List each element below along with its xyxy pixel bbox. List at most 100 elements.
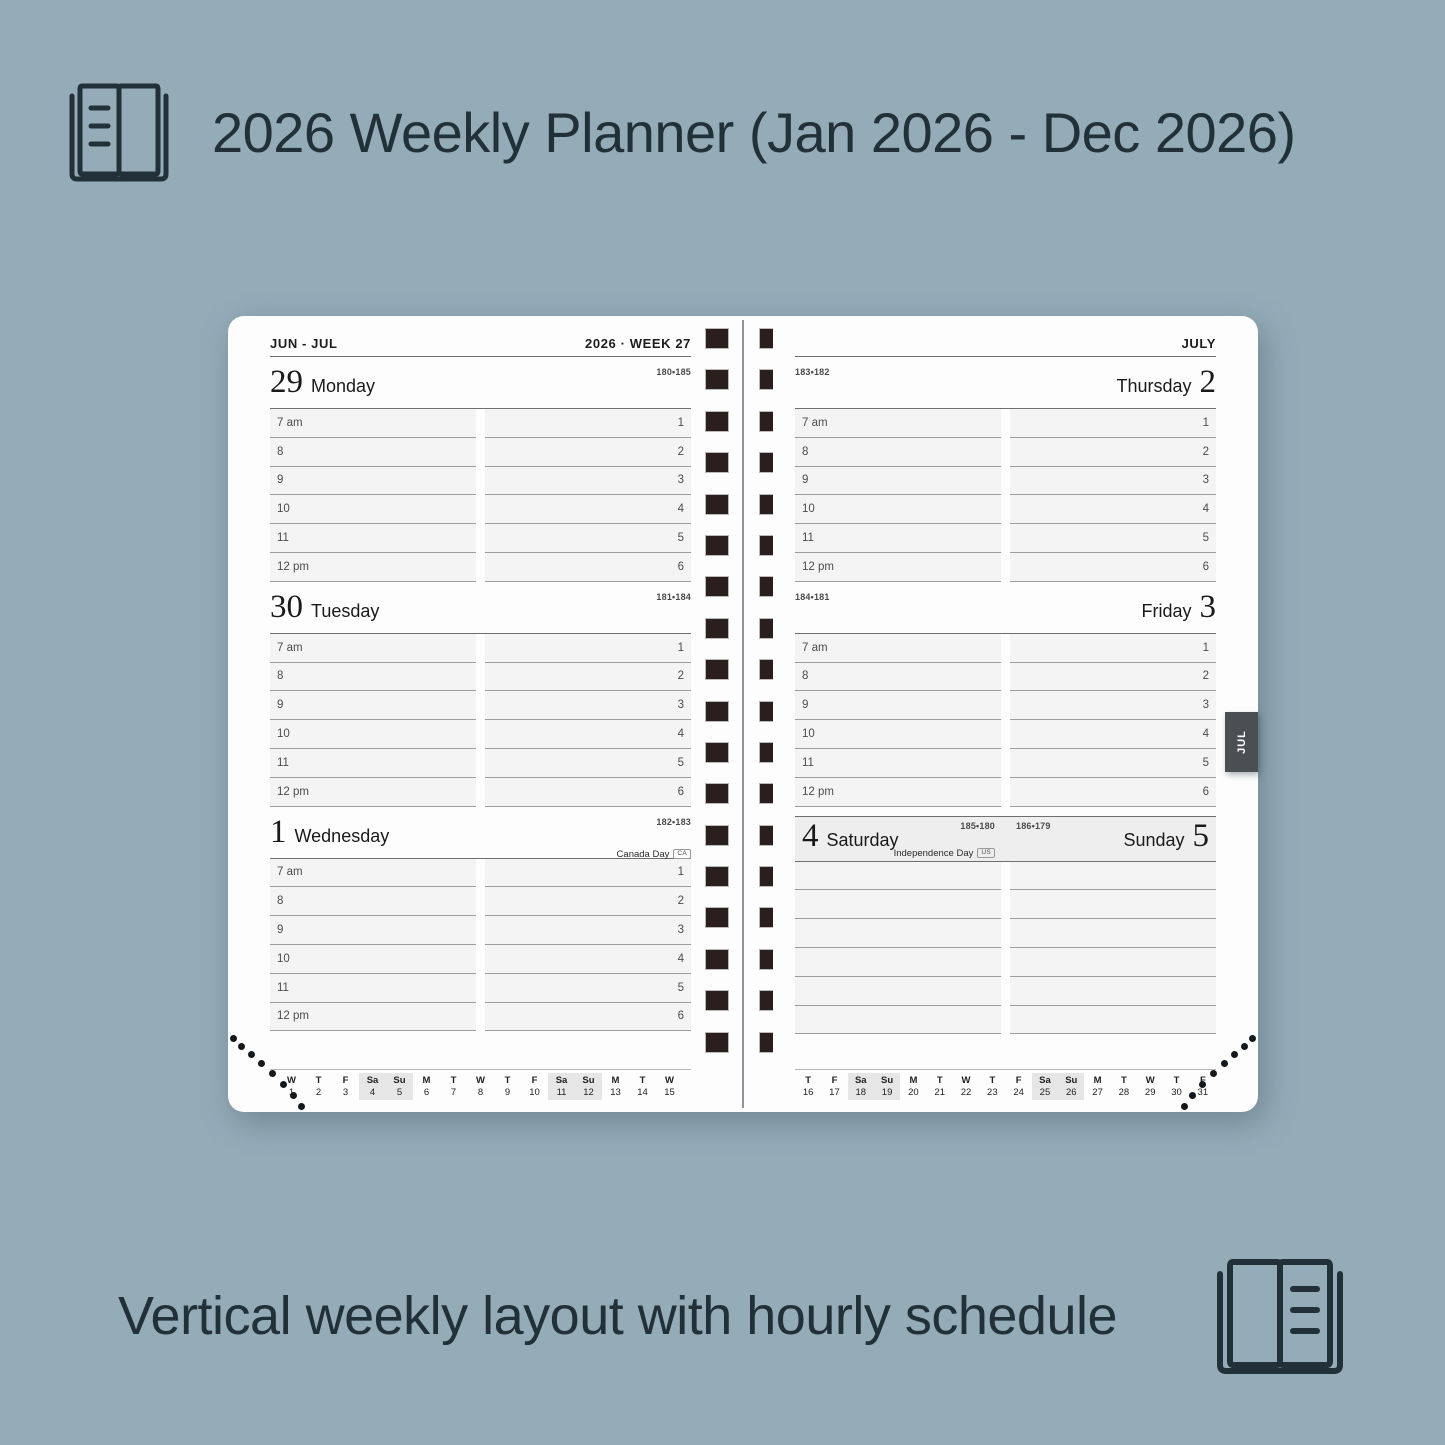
- hour-row[interactable]: 11: [270, 524, 476, 553]
- month-tab-jul[interactable]: JUL: [1225, 712, 1258, 772]
- hour-row[interactable]: 8: [270, 437, 476, 467]
- note-row[interactable]: [795, 976, 1001, 1006]
- month-strip-day[interactable]: T 23: [979, 1073, 1005, 1100]
- month-strip-day[interactable]: W 29: [1137, 1073, 1163, 1100]
- hour-row[interactable]: 9: [270, 691, 476, 721]
- hour-row[interactable]: 2: [485, 662, 691, 692]
- hour-row[interactable]: 6: [1010, 777, 1216, 807]
- hour-row[interactable]: 11: [795, 524, 1001, 553]
- month-strip-day[interactable]: F 10: [521, 1073, 548, 1100]
- hour-row[interactable]: 10: [270, 944, 476, 974]
- hour-row[interactable]: 5: [485, 748, 691, 778]
- hour-row[interactable]: 9: [795, 691, 1001, 721]
- hour-row[interactable]: 6: [485, 777, 691, 807]
- hour-row[interactable]: 3: [485, 916, 691, 945]
- hour-row[interactable]: 7 am: [270, 858, 476, 888]
- hour-row[interactable]: 1: [485, 633, 691, 663]
- month-strip-day[interactable]: Sa 11: [548, 1073, 575, 1100]
- month-strip-day[interactable]: W 15: [656, 1073, 683, 1100]
- hour-row[interactable]: 4: [1010, 720, 1216, 749]
- hour-row[interactable]: 11: [270, 973, 476, 1003]
- month-strip-day[interactable]: Su 5: [386, 1073, 413, 1100]
- note-row[interactable]: [795, 1005, 1001, 1035]
- month-strip-day[interactable]: W 22: [953, 1073, 979, 1100]
- hour-row[interactable]: 8: [270, 662, 476, 692]
- month-strip-day[interactable]: T 16: [795, 1073, 821, 1100]
- month-strip-day[interactable]: T 28: [1111, 1073, 1137, 1100]
- hour-row[interactable]: 8: [795, 662, 1001, 692]
- note-row[interactable]: [1010, 976, 1216, 1006]
- hour-row[interactable]: 2: [1010, 437, 1216, 467]
- hour-row[interactable]: 10: [270, 495, 476, 525]
- note-row[interactable]: [1010, 919, 1216, 948]
- hour-row[interactable]: 2: [485, 437, 691, 467]
- month-strip-day[interactable]: T 14: [629, 1073, 656, 1100]
- hour-row[interactable]: 3: [485, 466, 691, 496]
- hour-row[interactable]: 3: [485, 691, 691, 721]
- hour-row[interactable]: 12 pm: [270, 777, 476, 807]
- hour-row[interactable]: 12 pm: [795, 552, 1001, 582]
- hour-row[interactable]: 1: [1010, 409, 1216, 438]
- month-strip-day[interactable]: F 17: [821, 1073, 847, 1100]
- hour-row[interactable]: 6: [485, 552, 691, 582]
- month-strip-day[interactable]: Sa 4: [359, 1073, 386, 1100]
- hour-row[interactable]: 11: [270, 748, 476, 778]
- note-row[interactable]: [795, 919, 1001, 948]
- hour-row[interactable]: 1: [485, 409, 691, 438]
- note-row[interactable]: [1010, 890, 1216, 920]
- month-strip-day[interactable]: M 13: [602, 1073, 629, 1100]
- note-row[interactable]: [1010, 1005, 1216, 1035]
- hour-row[interactable]: 4: [485, 944, 691, 974]
- hour-row[interactable]: 1: [1010, 633, 1216, 663]
- hour-row[interactable]: 4: [485, 720, 691, 749]
- hour-row[interactable]: 4: [1010, 495, 1216, 525]
- hour-row[interactable]: 2: [485, 887, 691, 917]
- month-strip-day[interactable]: F 31: [1190, 1073, 1216, 1100]
- hour-row[interactable]: 6: [1010, 552, 1216, 582]
- month-strip-day[interactable]: Su 19: [873, 1073, 901, 1100]
- hour-row[interactable]: 3: [1010, 466, 1216, 496]
- hour-row[interactable]: 2: [1010, 662, 1216, 692]
- hour-row[interactable]: 9: [270, 466, 476, 496]
- month-strip-day[interactable]: Su 12: [575, 1073, 602, 1100]
- hour-row[interactable]: 12 pm: [795, 777, 1001, 807]
- hour-row[interactable]: 12 pm: [270, 552, 476, 582]
- hour-row[interactable]: 5: [485, 973, 691, 1003]
- note-row[interactable]: [795, 947, 1001, 977]
- hour-row[interactable]: 11: [795, 748, 1001, 778]
- hour-row[interactable]: 10: [795, 720, 1001, 749]
- hour-row[interactable]: 9: [270, 916, 476, 945]
- month-strip-day[interactable]: Sa 18: [847, 1073, 874, 1100]
- month-strip-day[interactable]: Su 26: [1058, 1073, 1085, 1100]
- note-row[interactable]: [795, 861, 1001, 891]
- hour-row[interactable]: 5: [485, 524, 691, 553]
- hour-row[interactable]: 7 am: [795, 409, 1001, 438]
- hour-row[interactable]: 3: [1010, 691, 1216, 721]
- hour-row[interactable]: 4: [485, 495, 691, 525]
- month-strip-day[interactable]: M 20: [900, 1073, 926, 1100]
- hour-row[interactable]: 8: [795, 437, 1001, 467]
- hour-row[interactable]: 10: [270, 720, 476, 749]
- month-strip-day[interactable]: M 27: [1084, 1073, 1110, 1100]
- hour-row[interactable]: 5: [1010, 524, 1216, 553]
- hour-row[interactable]: 7 am: [270, 409, 476, 438]
- note-row[interactable]: [1010, 947, 1216, 977]
- hour-row[interactable]: 10: [795, 495, 1001, 525]
- note-row[interactable]: [1010, 861, 1216, 891]
- month-strip-day[interactable]: T 21: [927, 1073, 953, 1100]
- hour-row[interactable]: 7 am: [270, 633, 476, 663]
- hour-row[interactable]: 5: [1010, 748, 1216, 778]
- hour-row[interactable]: 6: [485, 1002, 691, 1032]
- hour-row[interactable]: 9: [795, 466, 1001, 496]
- hour-row[interactable]: 12 pm: [270, 1002, 476, 1032]
- hour-row[interactable]: 1: [485, 858, 691, 888]
- month-strip-day[interactable]: T 30: [1163, 1073, 1189, 1100]
- hour-row[interactable]: 7 am: [795, 633, 1001, 663]
